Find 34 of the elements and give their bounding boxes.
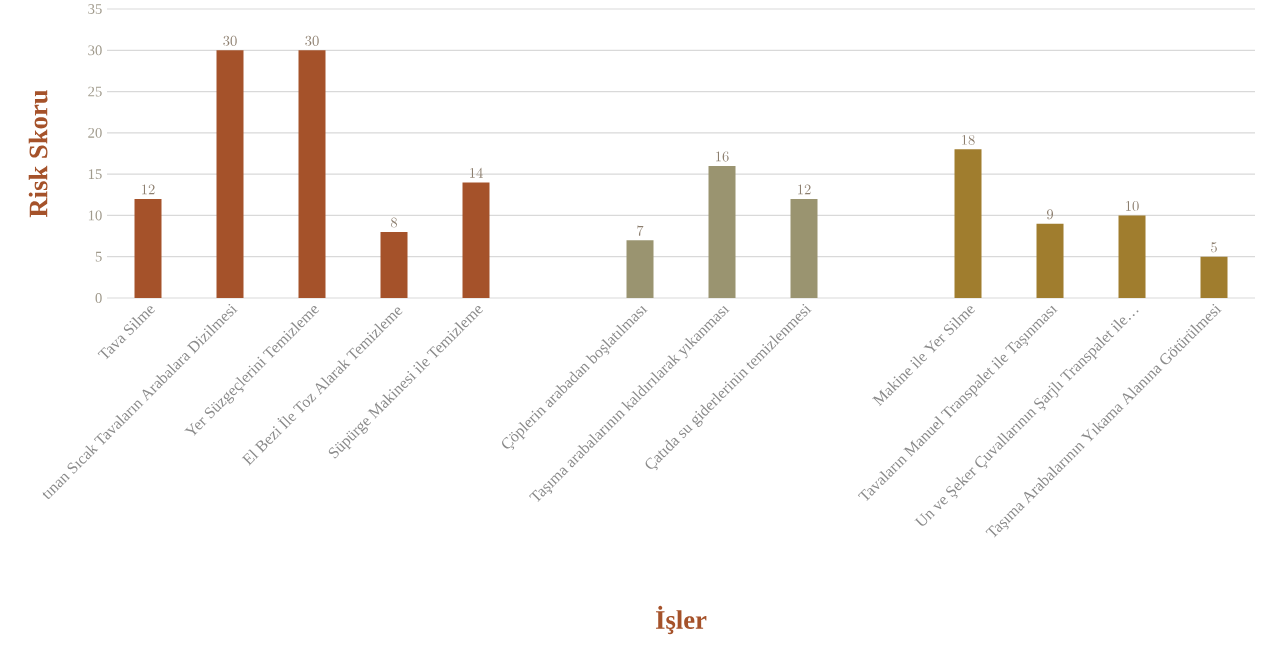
bar <box>1118 215 1146 298</box>
data-label: 10 <box>1126 201 1139 212</box>
data-label: 9 <box>1046 209 1054 220</box>
bar <box>380 231 408 298</box>
data-label: 12 <box>142 184 155 195</box>
y-tick-label: 20 <box>88 127 102 138</box>
y-tick-label: 15 <box>88 169 102 180</box>
data-label: 8 <box>390 217 398 228</box>
bar <box>462 182 490 298</box>
bar <box>298 50 326 298</box>
bar <box>708 165 736 298</box>
bar <box>790 198 818 298</box>
y-tick-label: 0 <box>95 293 102 303</box>
bar <box>1036 223 1064 298</box>
bar <box>626 240 654 298</box>
y-tick-label: 30 <box>88 45 102 56</box>
bar <box>216 50 244 298</box>
data-label: 30 <box>223 35 237 46</box>
data-label: 12 <box>798 184 811 195</box>
data-label: 30 <box>305 35 319 46</box>
y-tick-label: 5 <box>95 251 102 262</box>
x-axis-title: İşler <box>655 605 707 635</box>
y-tick-label: 35 <box>88 4 102 14</box>
data-label: 7 <box>637 225 644 236</box>
y-tick-label: 10 <box>88 210 102 221</box>
data-label: 18 <box>962 134 975 145</box>
bar <box>1200 256 1228 298</box>
bar <box>954 149 982 298</box>
y-axis-title: Risk Skoru <box>28 90 48 218</box>
data-label: 14 <box>470 167 483 178</box>
data-label: 5 <box>1211 242 1217 253</box>
bar <box>134 198 162 298</box>
y-tick-label: 25 <box>88 86 102 97</box>
data-label: 16 <box>716 151 729 162</box>
